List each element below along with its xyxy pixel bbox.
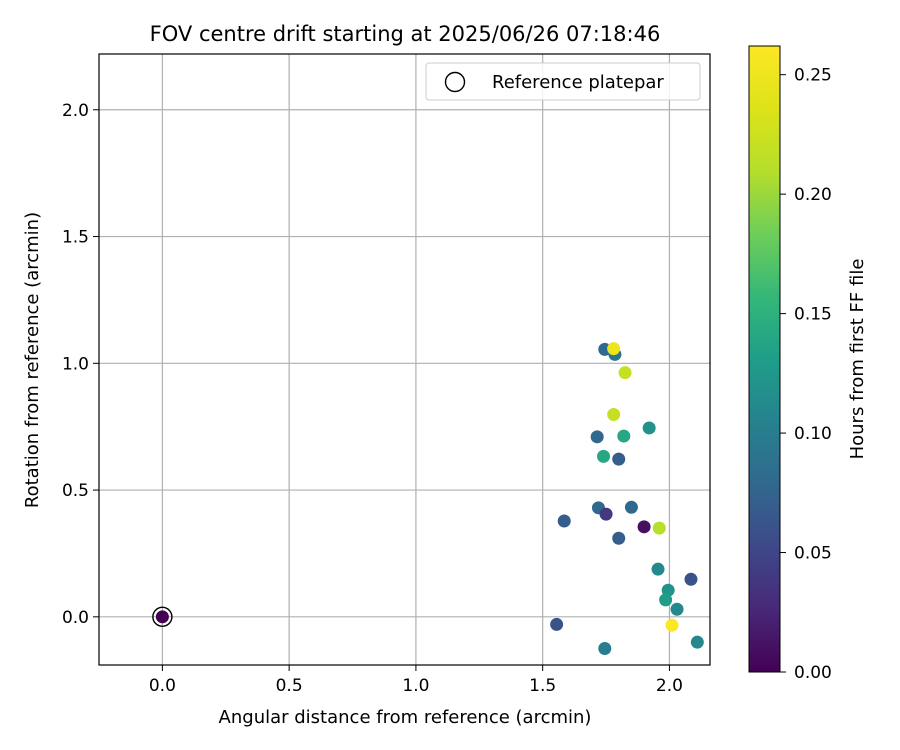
scatter-point: [590, 430, 604, 444]
scatter-point: [624, 500, 638, 514]
scatter-point: [637, 520, 651, 534]
scatter-point: [550, 617, 564, 631]
scatter-point: [659, 593, 673, 607]
y-axis-label: Rotation from reference (arcmin): [22, 212, 43, 508]
colorbar-gradient: [748, 45, 781, 673]
y-tick-label: 0.0: [62, 608, 89, 628]
legend: Reference platepar: [425, 62, 701, 101]
colorbar-tick-label: 0.15: [794, 305, 832, 325]
legend-marker-icon: [444, 71, 466, 93]
y-tick-label: 1.0: [62, 354, 89, 374]
scatter-point: [557, 514, 571, 528]
scatter-point: [670, 602, 684, 616]
x-tick-label: 1.0: [402, 676, 429, 696]
scatter-point: [607, 342, 621, 356]
colorbar-ticks: 0.00 0.05 0.10 0.15 0.20 0.25: [780, 66, 832, 683]
data-points: [152, 342, 704, 656]
legend-entry-label: Reference platepar: [492, 72, 664, 93]
scatter-point: [617, 429, 631, 443]
scatter-point: [642, 421, 656, 435]
colorbar-tick-label: 0.05: [794, 544, 832, 564]
colorbar: 0.00 0.05 0.10 0.15 0.20 0.25 Hours from firs…: [748, 45, 868, 683]
x-tick-label: 2.0: [656, 676, 683, 696]
scatter-point: [690, 635, 704, 649]
reference-ring-icon: [152, 606, 173, 628]
x-tick-label: 0.5: [276, 676, 303, 696]
chart-title: FOV centre drift starting at 2025/06/26 …: [150, 22, 661, 46]
x-tick-label: 0.0: [149, 676, 176, 696]
scatter-point: [612, 452, 626, 466]
colorbar-tick-label: 0.25: [794, 66, 832, 86]
colorbar-tick-label: 0.20: [794, 185, 832, 205]
x-tick-label: 1.5: [529, 676, 556, 696]
x-axis: 0.0 0.5 1.0 1.5 2.0: [149, 665, 683, 696]
y-tick-label: 1.5: [62, 228, 89, 248]
scatter-point: [665, 618, 679, 632]
colorbar-tick-label: 0.00: [794, 663, 832, 683]
scatter-point: [599, 507, 613, 521]
y-tick-label: 0.5: [62, 481, 89, 501]
scatter-point: [651, 562, 665, 576]
y-axis: 0.0 0.5 1.0 1.5 2.0: [62, 101, 99, 628]
scatter-point: [684, 572, 698, 586]
x-axis-label: Angular distance from reference (arcmin): [219, 707, 592, 728]
scatter-point: [618, 366, 632, 380]
colorbar-tick-label: 0.10: [794, 424, 832, 444]
scatter-point: [652, 521, 666, 535]
grid-lines: [99, 54, 710, 665]
scatter-point: [597, 449, 611, 463]
scatter-point: [607, 408, 621, 422]
y-tick-label: 2.0: [62, 101, 89, 121]
legend-box: [425, 62, 701, 101]
scatter-point: [612, 531, 626, 545]
plot-frame: [98, 53, 711, 666]
scatter-point: [598, 642, 612, 656]
colorbar-label: Hours from first FF file: [847, 259, 868, 460]
reference-point: [155, 610, 169, 624]
